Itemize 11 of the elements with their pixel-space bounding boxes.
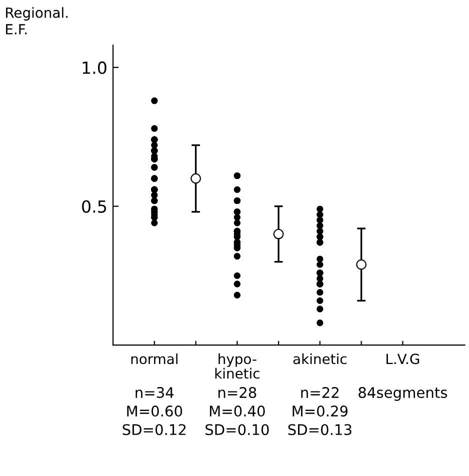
x-tick-label: normal [131, 353, 178, 364]
x-tick-label: L.V.G [386, 354, 420, 364]
x-tick-label: akinetic [293, 353, 346, 364]
text: n=34 M=0.60 SD=0.12 [122, 387, 186, 436]
y-axis-title: Regional. E.F. [6, 7, 68, 34]
y-tick-label: 1.0 [82, 61, 106, 74]
text: 84segments [358, 387, 448, 401]
x-tick-label: hypo- kinetic [215, 353, 260, 379]
y-tick-label: 0.5 [82, 200, 106, 213]
text: n=22 M=0.29 SD=0.13 [288, 387, 352, 436]
text: n=28 M=0.40 SD=0.10 [206, 387, 269, 436]
